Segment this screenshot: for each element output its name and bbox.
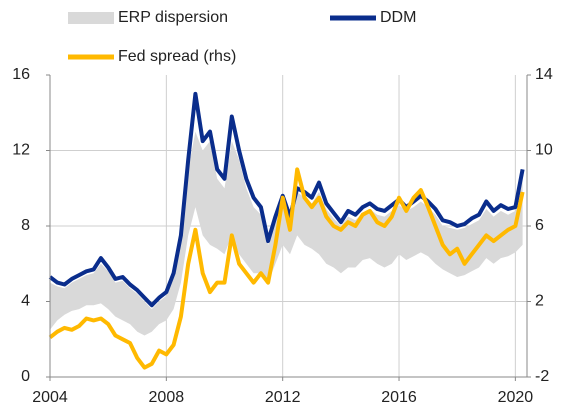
x-tick-label: 2004 [32,389,68,406]
x-tick-label: 2020 [498,389,534,406]
legend-label: Fed spread (rhs) [118,48,236,65]
y2-tick-label: 6 [535,217,544,234]
y-tick-label: 12 [12,142,30,159]
dispersion-band [50,131,523,336]
x-tick-label: 2012 [265,389,301,406]
y-tick-label: 16 [12,66,30,83]
data-line [48,167,525,370]
legend-label: DDM [380,9,416,26]
y2-tick-label: 14 [535,66,553,83]
y-tick-label: 8 [21,217,30,234]
y-tick-label: 0 [21,368,30,385]
legend-swatch [68,12,114,24]
x-tick-label: 2008 [149,389,185,406]
y-tick-label: 4 [21,293,30,310]
y2-tick-label: 2 [535,293,544,310]
y2-tick-label: 10 [535,142,553,159]
legend-label: ERP dispersion [118,9,228,26]
x-tick-label: 2016 [381,389,417,406]
y2-tick-label: -2 [535,368,549,385]
